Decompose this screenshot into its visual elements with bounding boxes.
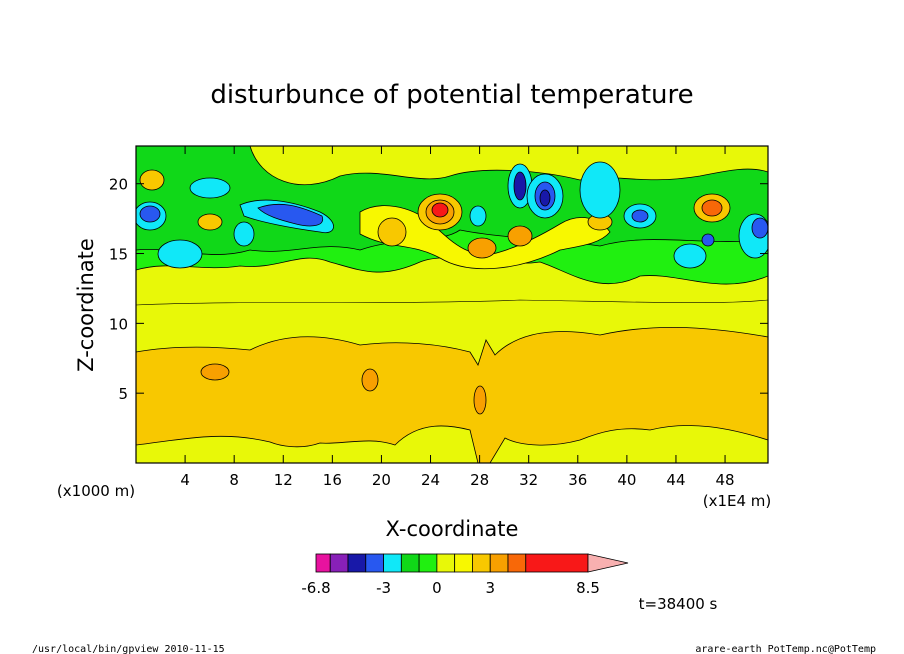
colorbar-swatch (418, 553, 438, 573)
x-unit-label: (x1E4 m) (703, 492, 772, 510)
colorbar-label: -6.8 (301, 579, 330, 597)
x-tick-label: 40 (617, 471, 636, 489)
colorbar-label: -3 (376, 579, 391, 597)
plot-frame (135, 145, 769, 464)
y-tick-label: 15 (109, 246, 128, 264)
colorbar-swatch (454, 553, 473, 573)
x-tick-label: 12 (274, 471, 293, 489)
colorbar-swatch (365, 553, 384, 573)
x-tick-label: 24 (421, 471, 440, 489)
colorbar-swatch (472, 553, 491, 573)
y-unit-label: (x1000 m) (57, 482, 135, 500)
heatmap-field (136, 146, 768, 463)
colorbar-swatch (400, 553, 420, 573)
x-tick-label: 28 (470, 471, 489, 489)
x-tick-label: 20 (372, 471, 391, 489)
x-tick-label: 16 (323, 471, 342, 489)
colorbar-extension (587, 553, 629, 573)
colorbar-label: 8.5 (576, 579, 600, 597)
y-tick-label: 20 (109, 176, 128, 194)
x-tick-label: 4 (180, 471, 190, 489)
y-axis-label: Z-coordinate (74, 238, 98, 372)
y-axis-ticks: 5 10 15 20 (109, 176, 768, 403)
colorbar-swatch (507, 553, 527, 573)
x-tick-label: 48 (716, 471, 735, 489)
x-tick-label: 32 (519, 471, 538, 489)
time-label: t=38400 s (639, 595, 718, 613)
colorbar-labels: -6.8 -3 0 3 8.5 (301, 579, 600, 597)
colorbar-swatch (329, 553, 349, 573)
colorbar-swatch (315, 553, 331, 573)
colorbar-swatch (489, 553, 509, 573)
x-axis-label: X-coordinate (386, 517, 519, 541)
colorbar-swatch (347, 553, 367, 573)
colorbar-swatch (436, 553, 456, 573)
chart-title: disturbunce of potential temperature (210, 80, 693, 110)
y-tick-label: 5 (118, 385, 128, 403)
colorbar (315, 553, 629, 573)
footer-right: arare-earth_PotTemp.nc@PotTemp (695, 644, 876, 654)
x-tick-label: 36 (568, 471, 587, 489)
x-tick-label: 44 (666, 471, 685, 489)
x-tick-label: 8 (229, 471, 239, 489)
y-tick-label: 10 (109, 315, 128, 333)
colorbar-swatch (383, 553, 402, 573)
colorbar-swatch (525, 553, 589, 573)
x-axis-ticks: 4 8 12 16 20 24 28 32 36 40 44 48 (180, 146, 735, 489)
colorbar-label: 3 (485, 579, 495, 597)
footer-left: /usr/local/bin/gpview 2010-11-15 (32, 644, 225, 654)
colorbar-label: 0 (432, 579, 442, 597)
